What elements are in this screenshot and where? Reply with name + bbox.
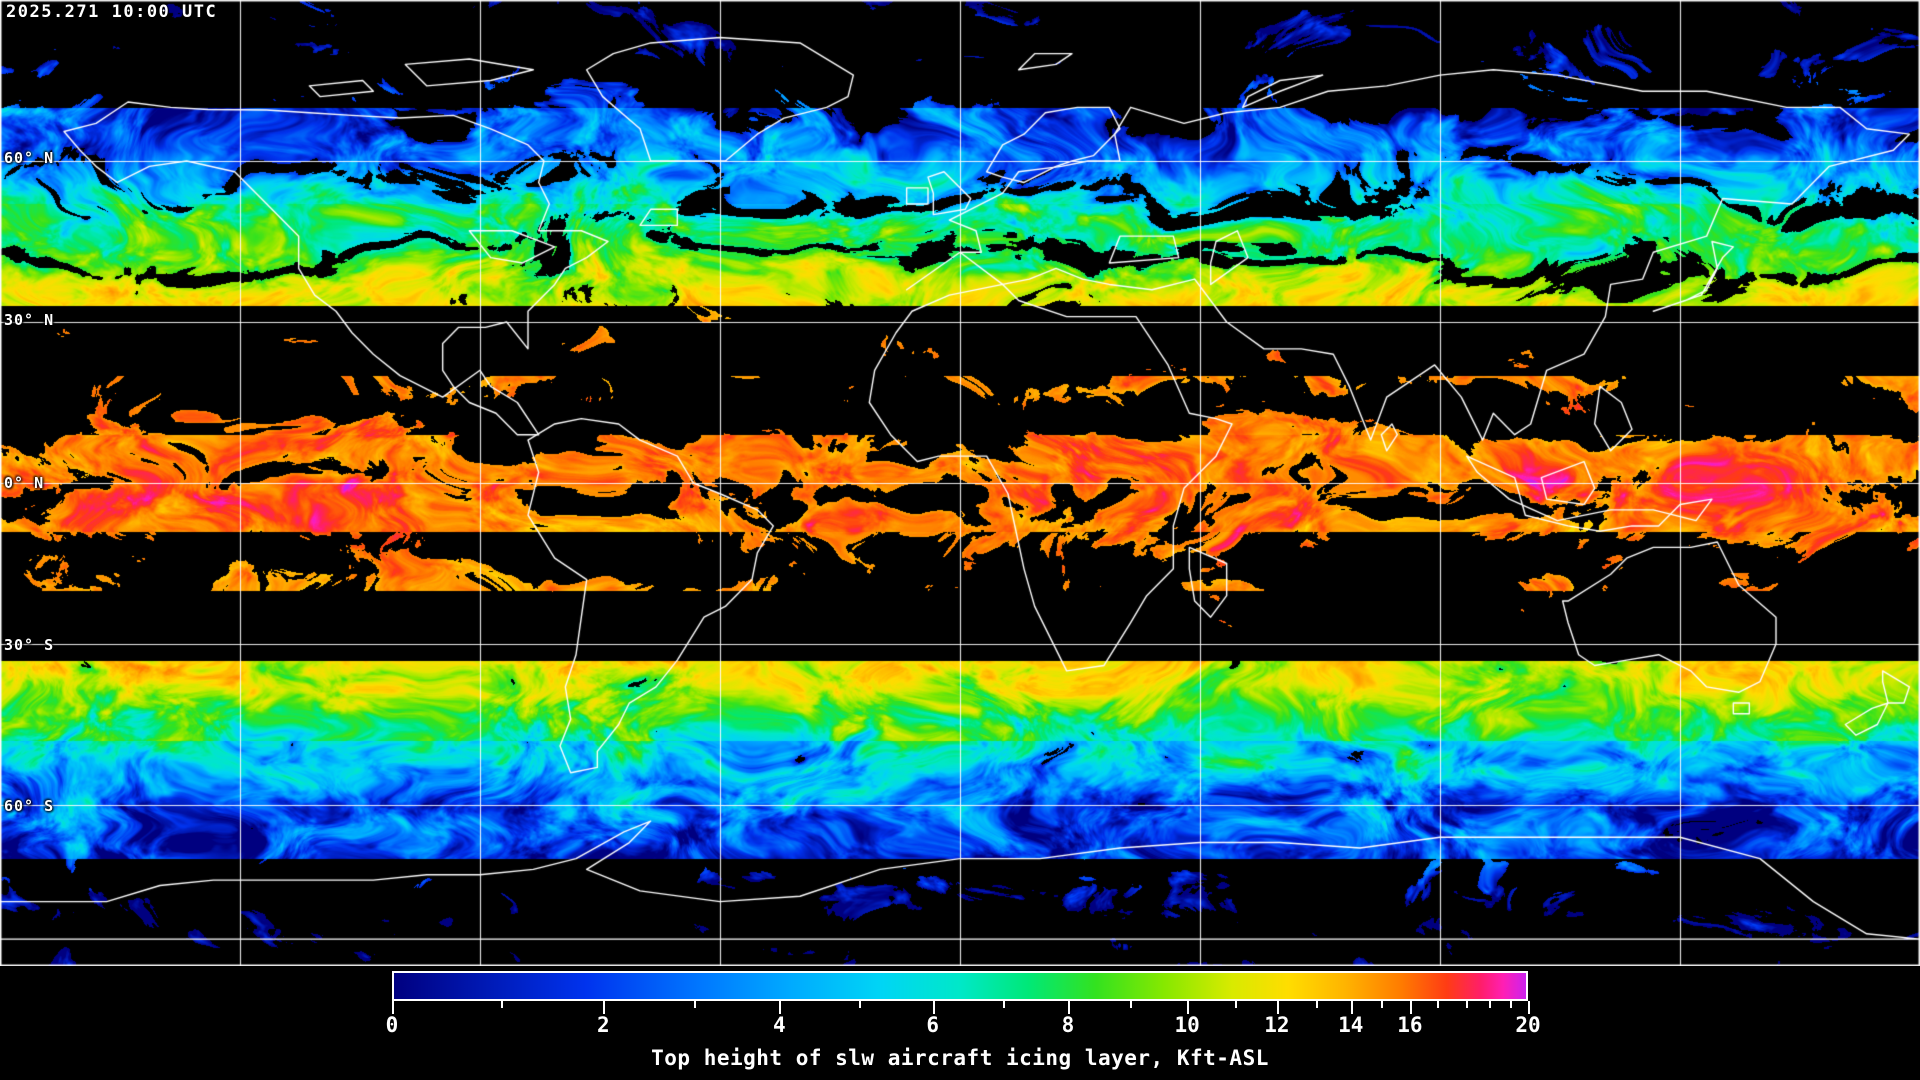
colorbar-major-tick xyxy=(932,1001,935,1014)
colorbar-minor-tick xyxy=(1509,1001,1512,1008)
map-raster-canvas[interactable] xyxy=(0,0,1920,966)
colorbar-minor-tick xyxy=(1465,1001,1468,1008)
colorbar-minor-tick xyxy=(1437,1001,1440,1008)
timestamp-label: 2025.271 10:00 UTC xyxy=(6,2,218,22)
colorbar-major-tick xyxy=(392,1001,394,1014)
colorbar-minor-tick xyxy=(1003,1001,1006,1008)
colorbar-minor-tick xyxy=(694,1001,697,1008)
colorbar-major-tick xyxy=(1409,1001,1412,1014)
colorbar-legend: 0 2 4 6 8 10 12 14 16 20 Top height of slw aircra… xyxy=(0,966,1920,1080)
colorbar-minor-tick xyxy=(501,1001,504,1008)
colorbar-minor-tick xyxy=(1315,1001,1318,1008)
lat-label-0n: 0° N xyxy=(4,474,45,492)
colorbar-tick-marks xyxy=(392,1001,1530,1015)
colorbar-tick-label: 10 xyxy=(1174,1013,1200,1037)
colorbar-tick-label: 2 xyxy=(596,1013,610,1037)
colorbar-minor-tick xyxy=(1381,1001,1384,1008)
colorbar-tick-label: 8 xyxy=(1061,1013,1075,1037)
colorbar-gradient[interactable] xyxy=(392,971,1528,1001)
colorbar-tick-label: 16 xyxy=(1397,1013,1423,1037)
colorbar-major-tick xyxy=(603,1001,606,1014)
colorbar-minor-tick xyxy=(1234,1001,1237,1008)
colorbar-tick-label: 14 xyxy=(1338,1013,1364,1037)
colorbar-major-tick xyxy=(1187,1001,1190,1014)
colorbar-container[interactable] xyxy=(392,971,1528,1001)
colorbar-tick-labels: 0 2 4 6 8 10 12 14 16 20 xyxy=(0,1013,1920,1041)
colorbar-tick-label: 0 xyxy=(385,1013,399,1037)
lat-label-30n: 30° N xyxy=(4,311,55,329)
colorbar-minor-tick xyxy=(1489,1001,1492,1008)
colorbar-major-tick xyxy=(1276,1001,1279,1014)
colorbar-minor-tick xyxy=(1130,1001,1133,1008)
lat-label-60n: 60° N xyxy=(4,149,55,167)
colorbar-major-tick xyxy=(1067,1001,1070,1014)
colorbar-minor-tick xyxy=(858,1001,861,1008)
colorbar-major-tick xyxy=(779,1001,782,1014)
global-icing-map[interactable]: 2025.271 10:00 UTC 60° N 30° N 0° N 30° … xyxy=(0,0,1920,966)
lat-label-30s: 30° S xyxy=(4,636,55,654)
colorbar-caption: Top height of slw aircraft icing layer, … xyxy=(651,1046,1269,1070)
colorbar-tick-label: 6 xyxy=(926,1013,940,1037)
colorbar-major-tick xyxy=(1528,1001,1530,1014)
colorbar-major-tick xyxy=(1350,1001,1353,1014)
lat-label-60s: 60° S xyxy=(4,797,55,815)
colorbar-tick-label: 12 xyxy=(1264,1013,1290,1037)
colorbar-tick-label: 20 xyxy=(1515,1013,1541,1037)
colorbar-tick-label: 4 xyxy=(773,1013,786,1037)
